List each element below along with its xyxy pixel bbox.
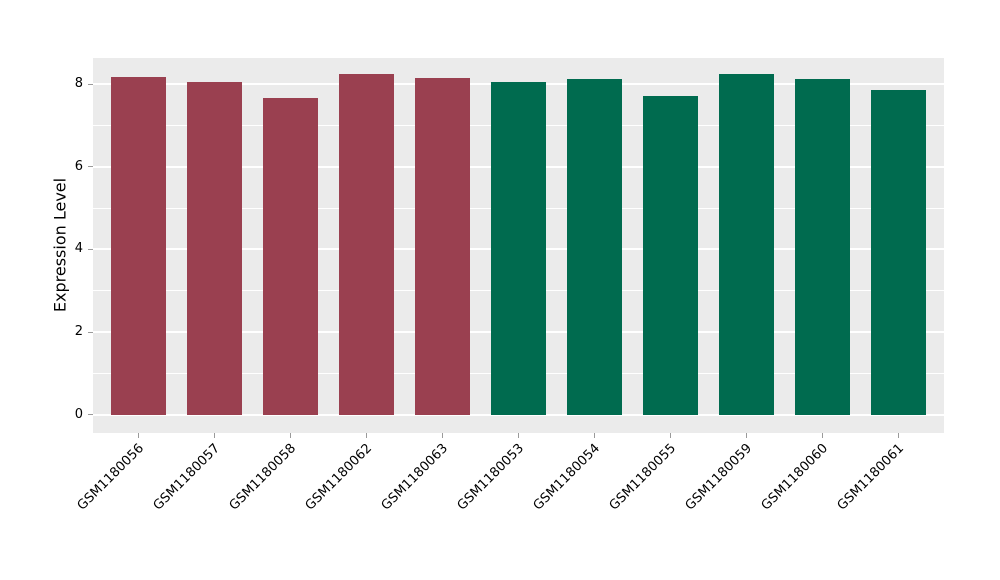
x-tick-label-GSM1180055: GSM1180055 bbox=[606, 441, 680, 514]
x-tick-label-GSM1180057: GSM1180057 bbox=[150, 441, 224, 514]
bar-GSM1180062 bbox=[339, 74, 394, 415]
y-tick-mark-2 bbox=[88, 331, 93, 333]
x-tick-mark-GSM1180056 bbox=[138, 433, 140, 438]
y-tick-label-6: 6 bbox=[74, 158, 83, 174]
x-tick-mark-GSM1180061 bbox=[897, 433, 899, 438]
plot-area bbox=[93, 58, 944, 433]
y-tick-mark-0 bbox=[88, 414, 93, 416]
x-tick-label-GSM1180053: GSM1180053 bbox=[454, 441, 528, 514]
bar-GSM1180060 bbox=[795, 79, 850, 415]
x-tick-mark-GSM1180063 bbox=[442, 433, 444, 438]
x-tick-label-GSM1180060: GSM1180060 bbox=[758, 441, 832, 514]
x-tick-mark-GSM1180058 bbox=[290, 433, 292, 438]
x-tick-mark-GSM1180062 bbox=[366, 433, 368, 438]
y-tick-label-4: 4 bbox=[74, 241, 83, 257]
y-tick-mark-8 bbox=[88, 83, 93, 85]
x-tick-mark-GSM1180055 bbox=[669, 433, 671, 438]
x-tick-label-GSM1180061: GSM1180061 bbox=[834, 441, 908, 514]
bar-GSM1180058 bbox=[263, 98, 318, 415]
gridline-major-y-0 bbox=[93, 413, 944, 416]
y-tick-label-2: 2 bbox=[74, 324, 83, 340]
x-tick-mark-GSM1180054 bbox=[593, 433, 595, 438]
x-tick-mark-GSM1180059 bbox=[745, 433, 747, 438]
x-tick-mark-GSM1180060 bbox=[821, 433, 823, 438]
y-tick-label-0: 0 bbox=[74, 406, 83, 422]
y-tick-label-8: 8 bbox=[74, 76, 83, 92]
x-tick-label-GSM1180062: GSM1180062 bbox=[302, 441, 376, 514]
x-tick-label-GSM1180059: GSM1180059 bbox=[682, 441, 756, 514]
x-tick-mark-GSM1180057 bbox=[214, 433, 216, 438]
y-tick-mark-4 bbox=[88, 248, 93, 250]
bar-GSM1180055 bbox=[643, 96, 698, 415]
bar-GSM1180054 bbox=[567, 79, 622, 415]
bar-GSM1180063 bbox=[415, 77, 470, 415]
y-tick-mark-6 bbox=[88, 166, 93, 168]
bar-GSM1180053 bbox=[491, 82, 546, 415]
x-tick-label-GSM1180056: GSM1180056 bbox=[74, 441, 148, 514]
x-tick-label-GSM1180058: GSM1180058 bbox=[226, 441, 300, 514]
bar-GSM1180061 bbox=[871, 89, 926, 415]
x-tick-label-GSM1180054: GSM1180054 bbox=[530, 441, 604, 514]
bar-GSM1180056 bbox=[111, 77, 166, 415]
bar-GSM1180057 bbox=[187, 81, 242, 415]
x-tick-label-GSM1180063: GSM1180063 bbox=[378, 441, 452, 514]
bar-GSM1180059 bbox=[719, 73, 774, 415]
x-tick-mark-GSM1180053 bbox=[518, 433, 519, 438]
